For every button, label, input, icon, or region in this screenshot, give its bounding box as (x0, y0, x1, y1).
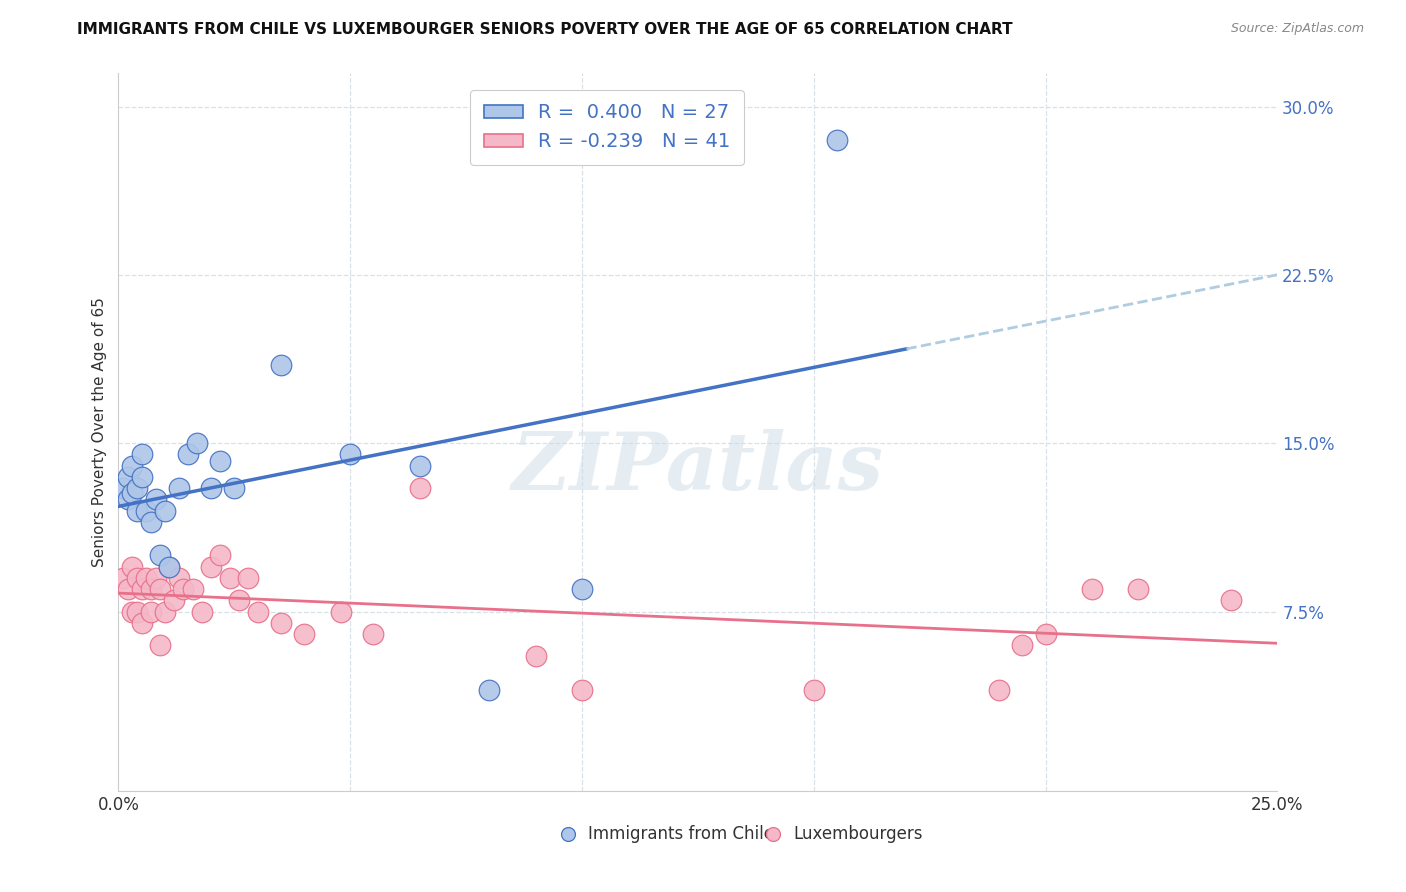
Point (209, 454, 232, 468)
Point (200, 481, 222, 495)
Point (1081, 582, 1104, 596)
Point (191, 605, 214, 619)
Point (121, 559, 143, 574)
Point (224, 481, 246, 495)
Point (121, 458, 143, 473)
Point (571, 582, 593, 596)
Text: Luxembourgers: Luxembourgers (793, 825, 922, 843)
Point (121, 485, 143, 500)
Point (145, 492, 167, 507)
Point (131, 470, 153, 484)
Point (409, 458, 432, 473)
Point (131, 615, 153, 630)
Point (131, 582, 153, 596)
Point (339, 448, 361, 462)
Point (1011, 638, 1033, 652)
Point (218, 571, 240, 585)
Point (149, 582, 172, 596)
Point (172, 582, 194, 596)
Point (112, 571, 135, 585)
Point (200, 559, 222, 574)
Point (131, 448, 153, 462)
Point (153, 503, 176, 517)
Point (125, 605, 148, 619)
Point (1035, 627, 1057, 641)
Point (159, 559, 181, 574)
Point (329, 605, 352, 619)
Text: IMMIGRANTS FROM CHILE VS LUXEMBOURGER SENIORS POVERTY OVER THE AGE OF 65 CORRELA: IMMIGRANTS FROM CHILE VS LUXEMBOURGER SE… (77, 22, 1012, 37)
Point (139, 515, 162, 529)
Point (825, 133, 848, 147)
Point (145, 571, 167, 585)
Point (139, 605, 162, 619)
Point (363, 627, 385, 641)
Point (246, 605, 269, 619)
Point (117, 582, 139, 596)
Point (135, 503, 157, 517)
Point (163, 593, 186, 607)
Point (478, 683, 501, 698)
Point (167, 571, 190, 585)
Point (153, 605, 176, 619)
Point (238, 571, 260, 585)
Point (117, 492, 139, 507)
Point (149, 549, 172, 563)
Legend: R =  0.400   N = 27, R = -0.239   N = 41: R = 0.400 N = 27, R = -0.239 N = 41 (470, 90, 744, 165)
Point (571, 683, 593, 698)
Point (524, 649, 547, 664)
Point (292, 627, 315, 641)
Text: Source: ZipAtlas.com: Source: ZipAtlas.com (1230, 22, 1364, 36)
Y-axis label: Seniors Poverty Over the Age of 65: Seniors Poverty Over the Age of 65 (93, 297, 107, 567)
Point (186, 436, 208, 450)
Point (409, 481, 432, 495)
Text: ZIPatlas: ZIPatlas (512, 429, 884, 507)
Point (135, 571, 157, 585)
Point (209, 549, 232, 563)
Point (149, 638, 172, 652)
Point (803, 683, 825, 698)
Point (1219, 593, 1241, 607)
Point (117, 470, 139, 484)
Point (988, 683, 1011, 698)
Point (228, 593, 250, 607)
Point (177, 448, 200, 462)
Point (181, 582, 204, 596)
Point (159, 559, 181, 574)
Point (270, 615, 292, 630)
Point (125, 503, 148, 517)
Point (125, 571, 148, 585)
Point (139, 582, 162, 596)
Text: Immigrants from Chile: Immigrants from Chile (588, 825, 773, 843)
Point (270, 358, 292, 372)
Point (1128, 582, 1150, 596)
Point (121, 605, 143, 619)
Point (167, 481, 190, 495)
Point (125, 481, 148, 495)
Point (112, 481, 135, 495)
